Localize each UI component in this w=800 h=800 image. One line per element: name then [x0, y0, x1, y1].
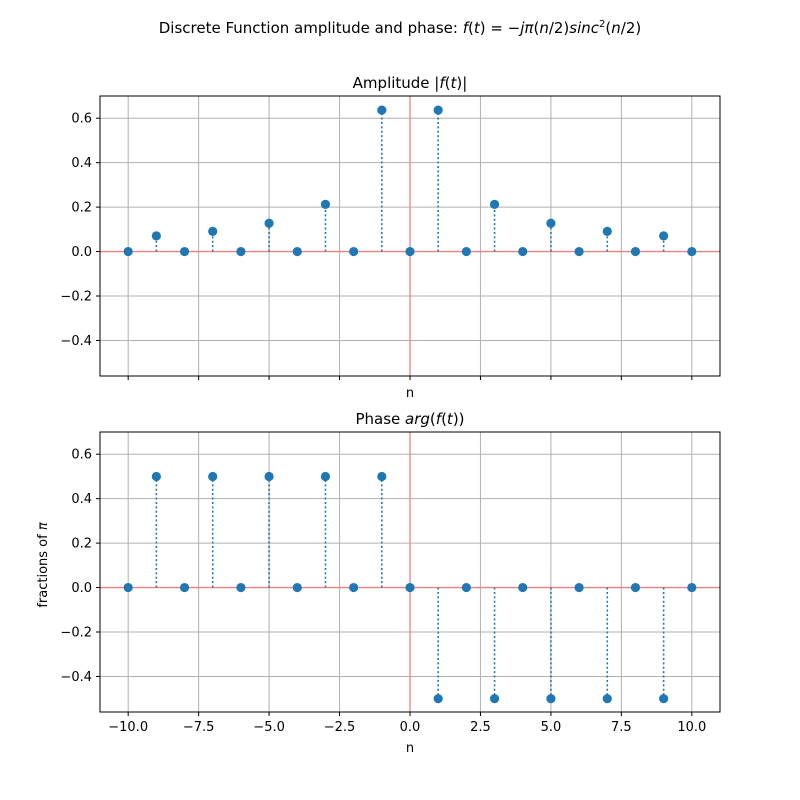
- stem-marker: [433, 694, 443, 704]
- stem-marker: [630, 582, 641, 593]
- amplitude-y-ticks: −0.4 −0.2 0.0 0.2 0.4 0.6: [60, 112, 100, 349]
- x-tick-label: 0.0: [400, 720, 421, 735]
- phase-zero-lines: [100, 432, 720, 712]
- stem-marker: [377, 105, 387, 115]
- stem-marker: [349, 582, 359, 593]
- phase-ylabel: fractions of π: [36, 522, 51, 608]
- stem-marker: [574, 246, 584, 257]
- y-tick-label: 0.0: [71, 581, 92, 596]
- amplitude-markers: [123, 105, 697, 257]
- stem-marker: [546, 218, 556, 228]
- y-tick-label: 0.2: [71, 201, 92, 216]
- stem-marker: [489, 694, 500, 704]
- stem-marker: [292, 582, 302, 593]
- x-tick-label: −2.5: [324, 720, 356, 735]
- x-tick-label: −7.5: [183, 720, 215, 735]
- y-tick-label: 0.0: [71, 245, 92, 260]
- x-tick-label: 2.5: [470, 720, 491, 735]
- amplitude-zero-lines: [100, 96, 720, 376]
- y-tick-label: 0.6: [71, 112, 92, 127]
- stem-marker: [123, 246, 133, 257]
- amplitude-stems: [155, 110, 665, 252]
- phase-panel: Phase arg(f(t)) −0.4 −0.2 0.0 0.2 0.4 0.6 −10…: [36, 410, 721, 756]
- stem-marker: [546, 694, 556, 704]
- stem-marker: [518, 246, 528, 257]
- y-tick-label: −0.2: [60, 290, 92, 305]
- stem-marker: [179, 246, 190, 257]
- stem-marker: [405, 246, 415, 257]
- stem-marker: [208, 226, 218, 236]
- y-tick-label: −0.2: [60, 626, 92, 641]
- figure-suptitle: Discrete Function amplitude and phase: f…: [159, 19, 641, 37]
- stem-marker: [461, 246, 471, 257]
- stem-marker: [659, 694, 669, 704]
- phase-markers: [123, 471, 697, 704]
- stem-marker: [377, 471, 387, 482]
- stem-marker: [574, 582, 584, 593]
- stem-marker: [489, 199, 500, 209]
- y-tick-label: −0.4: [60, 670, 92, 685]
- x-tick-label: 10.0: [677, 720, 706, 735]
- stem-marker: [151, 471, 161, 482]
- stem-marker: [630, 246, 641, 257]
- amplitude-xlabel: n: [406, 386, 414, 401]
- y-tick-label: 0.2: [71, 537, 92, 552]
- y-tick-label: 0.6: [71, 448, 92, 463]
- stem-marker: [264, 471, 274, 482]
- stem-marker: [687, 246, 697, 257]
- stem-marker: [405, 582, 415, 593]
- stem-marker: [602, 226, 612, 236]
- phase-y-ticks: −0.4 −0.2 0.0 0.2 0.4 0.6: [60, 448, 100, 685]
- stem-marker: [292, 246, 302, 257]
- x-tick-label: 5.0: [541, 720, 562, 735]
- stem-marker: [659, 231, 669, 241]
- y-tick-label: −0.4: [60, 334, 92, 349]
- stem-marker: [461, 582, 471, 593]
- x-tick-label: −5.0: [253, 720, 285, 735]
- stem-marker: [236, 582, 246, 593]
- stem-marker: [433, 105, 443, 115]
- stem-marker: [264, 218, 274, 228]
- stem-marker: [320, 199, 331, 209]
- stem-marker: [208, 471, 218, 482]
- x-tick-label: −10.0: [108, 720, 148, 735]
- stem-marker: [179, 582, 190, 593]
- stem-marker: [151, 231, 161, 241]
- y-tick-label: 0.4: [71, 492, 92, 507]
- stem-marker: [320, 471, 331, 482]
- amplitude-x-ticks: [127, 376, 693, 380]
- y-tick-label: 0.4: [71, 156, 92, 171]
- stem-marker: [123, 582, 133, 593]
- x-tick-label: 7.5: [611, 720, 632, 735]
- amplitude-title: Amplitude |f(t)|: [353, 74, 468, 92]
- stem-marker: [687, 582, 697, 593]
- stem-marker: [602, 694, 612, 704]
- stem-marker: [236, 246, 246, 257]
- phase-stems: [155, 476, 665, 699]
- stem-marker: [349, 246, 359, 257]
- stem-marker: [518, 582, 528, 593]
- phase-xlabel: n: [406, 741, 414, 756]
- phase-title: Phase arg(f(t)): [355, 410, 464, 428]
- phase-x-ticks: −10.0 −7.5 −5.0 −2.5 0.0 2.5 5.0 7.5 10.0: [108, 712, 706, 735]
- amplitude-panel: Amplitude |f(t)| −0.4 −0.2 0.0 0.2 0.4 0.6 n: [60, 74, 721, 401]
